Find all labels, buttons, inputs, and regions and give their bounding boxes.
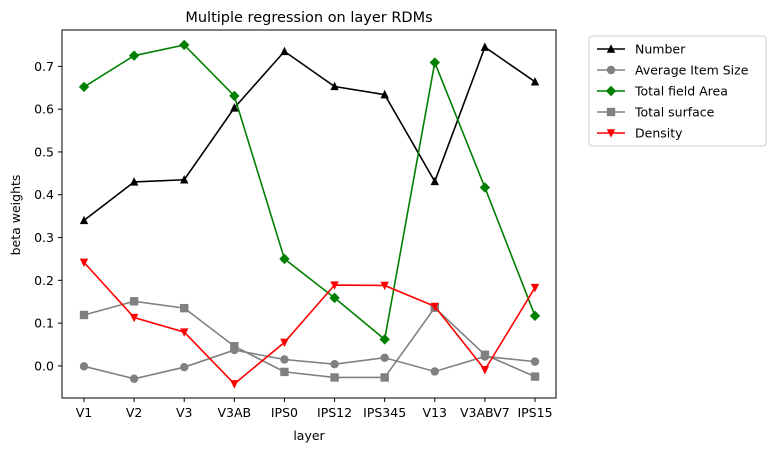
x-axis-label: layer bbox=[293, 428, 325, 443]
series-total-field-area bbox=[78, 39, 541, 345]
plot-frame bbox=[61, 29, 557, 399]
legend-label: Total surface bbox=[634, 105, 715, 120]
data-point bbox=[128, 50, 140, 61]
data-point bbox=[430, 176, 439, 186]
data-point bbox=[230, 103, 239, 112]
y-tick-label: 0.1 bbox=[34, 316, 54, 331]
x-tick-label: IPS345 bbox=[363, 405, 406, 420]
series-line bbox=[83, 44, 536, 341]
data-point bbox=[380, 373, 389, 382]
data-point bbox=[530, 372, 540, 381]
series-line bbox=[83, 349, 536, 380]
x-tick-label: V3AB bbox=[218, 405, 252, 420]
chart-title: Multiple regression on layer RDMs bbox=[185, 10, 432, 26]
data-point bbox=[430, 302, 439, 312]
data-point bbox=[479, 182, 491, 193]
data-point bbox=[280, 46, 289, 56]
data-point bbox=[129, 297, 139, 306]
legend-label: Total field Area bbox=[634, 84, 728, 99]
x-tick-label: V3 bbox=[176, 405, 193, 420]
data-point bbox=[180, 362, 189, 372]
legend-marker bbox=[606, 129, 616, 138]
data-point bbox=[480, 42, 490, 51]
data-point bbox=[180, 303, 189, 313]
legend-item: Total surface bbox=[597, 105, 715, 120]
x-tick-label: V3ABV7 bbox=[460, 405, 510, 420]
data-point bbox=[180, 328, 189, 337]
data-point bbox=[380, 281, 389, 291]
y-tick-label: 0.6 bbox=[34, 102, 54, 117]
data-point bbox=[380, 89, 389, 99]
legend-item: Density bbox=[597, 126, 683, 141]
y-tick-label: 0.0 bbox=[34, 358, 54, 373]
data-point bbox=[530, 283, 540, 293]
series-total-surface bbox=[79, 297, 540, 382]
series-line bbox=[83, 261, 536, 385]
x-tick-label: IPS12 bbox=[317, 405, 352, 420]
legend-label: Number bbox=[635, 42, 686, 57]
data-point bbox=[430, 367, 439, 376]
data-point bbox=[79, 215, 89, 225]
x-tick-label: IPS15 bbox=[517, 405, 552, 420]
data-point bbox=[230, 380, 239, 389]
data-point bbox=[330, 281, 339, 290]
data-point bbox=[179, 39, 190, 51]
plot-area: V1 V2 V3 V3AB IPS0 IPS12 IPS345 V13 V3ABV7 IPS15 0… bbox=[34, 29, 557, 420]
x-tick-label: V13 bbox=[423, 405, 447, 420]
data-point bbox=[480, 366, 490, 375]
series-line bbox=[83, 45, 536, 222]
data-point bbox=[330, 373, 339, 382]
data-point bbox=[429, 57, 440, 68]
data-point bbox=[229, 90, 240, 102]
data-point bbox=[79, 310, 89, 320]
data-point bbox=[280, 355, 289, 364]
series-number bbox=[79, 42, 540, 225]
data-point bbox=[129, 177, 139, 186]
y-tick-label: 0.7 bbox=[34, 59, 54, 74]
y-tick-label: 0.4 bbox=[34, 187, 54, 202]
series-line bbox=[83, 300, 536, 379]
data-point bbox=[129, 374, 139, 383]
y-tick-label: 0.5 bbox=[34, 144, 54, 159]
x-tick-label: V1 bbox=[76, 405, 93, 420]
data-point bbox=[230, 342, 239, 351]
legend-item: Average Item Size bbox=[597, 63, 749, 78]
series-density bbox=[79, 258, 540, 389]
data-point bbox=[280, 367, 289, 377]
legend-marker bbox=[606, 44, 616, 53]
data-point bbox=[330, 81, 339, 91]
data-point bbox=[529, 310, 541, 322]
legend-label: Average Item Size bbox=[635, 63, 749, 78]
y-axis-label: beta weights bbox=[8, 175, 23, 256]
x-tick-label: IPS0 bbox=[271, 405, 298, 420]
data-point bbox=[79, 258, 89, 268]
y-tick-label: 0.2 bbox=[34, 273, 54, 288]
legend-frame bbox=[588, 35, 767, 147]
legend-marker bbox=[606, 107, 616, 117]
y-tick-label: 0.3 bbox=[34, 230, 54, 245]
data-point bbox=[280, 338, 289, 348]
data-point bbox=[180, 175, 189, 184]
legend: Number Average Item Size Total field Area T… bbox=[588, 35, 767, 147]
data-point bbox=[79, 362, 89, 371]
x-tick-label: V2 bbox=[126, 405, 143, 420]
data-point bbox=[279, 253, 290, 265]
data-point bbox=[380, 353, 389, 362]
data-point bbox=[329, 292, 340, 304]
data-point bbox=[379, 334, 390, 345]
legend-label: Density bbox=[635, 126, 683, 141]
data-point bbox=[480, 350, 490, 359]
data-point bbox=[530, 357, 540, 366]
data-point bbox=[530, 77, 540, 86]
legend-marker bbox=[605, 85, 617, 97]
data-point bbox=[330, 359, 339, 369]
legend-marker bbox=[606, 65, 616, 75]
legend-item: Total field Area bbox=[597, 84, 728, 99]
data-point bbox=[78, 81, 90, 93]
data-point bbox=[129, 313, 139, 323]
legend-item: Number bbox=[597, 42, 686, 57]
